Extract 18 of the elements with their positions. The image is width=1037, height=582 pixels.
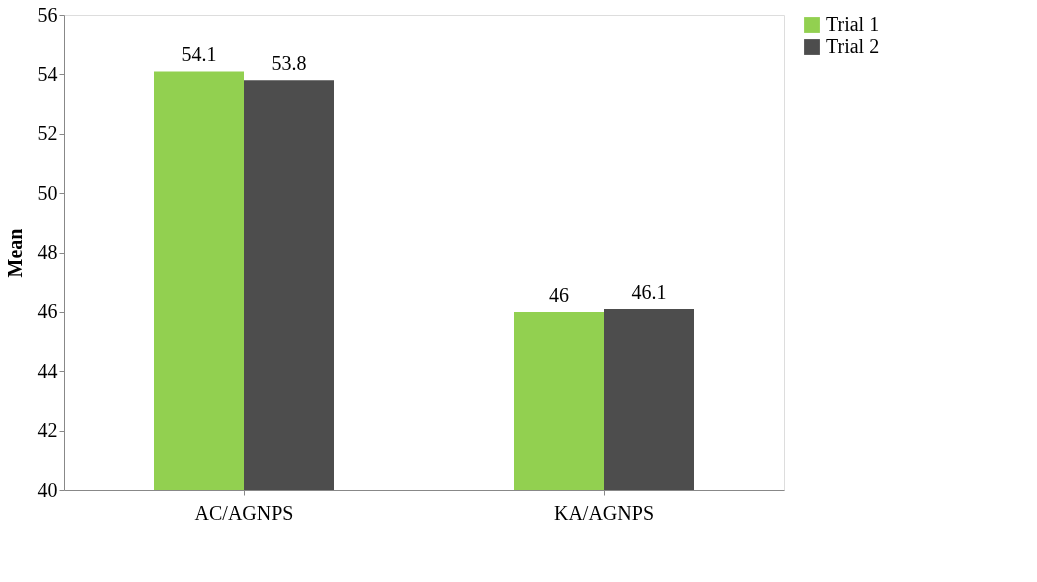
- y-tick-label: 52: [37, 122, 58, 145]
- y-tick-label: 44: [37, 359, 58, 382]
- y-axis-title: Mean: [3, 228, 26, 278]
- legend-label: Trial 1: [826, 13, 880, 35]
- y-tick-label: 56: [37, 3, 58, 26]
- x-tick-label: KA/AGNPS: [553, 501, 655, 524]
- y-tick-label: 54: [37, 62, 58, 85]
- x-tick-label: AC/AGNPS: [194, 501, 294, 524]
- y-tick-label: 42: [37, 419, 58, 442]
- y-tick-label: 50: [37, 181, 58, 204]
- data-label: 46: [549, 283, 569, 306]
- y-tick-label: 40: [37, 478, 58, 501]
- y-tick-label: 48: [37, 241, 58, 263]
- data-label: 46.1: [631, 280, 667, 303]
- y-tick-label: 46: [37, 300, 58, 323]
- legend-label: Trial 2: [826, 35, 880, 57]
- data-label: 54.1: [181, 43, 217, 66]
- data-label: 53.8: [271, 52, 307, 75]
